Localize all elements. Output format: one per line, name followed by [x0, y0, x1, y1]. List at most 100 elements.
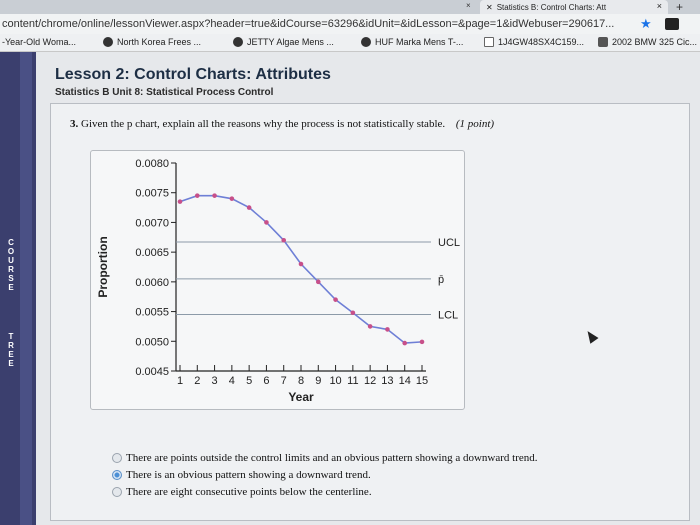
bookmarks-bar: -Year-Old Woma... North Korea Frees ... … — [0, 34, 700, 52]
jetty-icon — [233, 37, 243, 47]
answer-option[interactable]: There are points outside the control lim… — [112, 449, 538, 466]
data-point — [419, 339, 425, 345]
series-line — [179, 194, 423, 344]
y-tick-label: 0.0065 — [135, 247, 169, 259]
bookmark-star-icon[interactable]: ★ — [640, 16, 652, 31]
page-title: Lesson 2: Control Charts: Attributes — [55, 66, 331, 83]
sidebar-course-label[interactable]: C O U R S E T R E E — [4, 238, 18, 368]
sidebar-letter: R — [8, 265, 14, 274]
question-text: 3. Given the p chart, explain all the re… — [70, 118, 494, 130]
e-icon — [103, 37, 113, 47]
bookmark-item[interactable]: HUF Marka Mens T-... — [361, 37, 463, 47]
data-point — [402, 340, 408, 346]
radio-button[interactable] — [112, 469, 122, 480]
address-bar[interactable]: content/chrome/online/lessonViewer.aspx?… — [0, 14, 700, 34]
x-tick-label: 5 — [246, 375, 252, 387]
data-point — [246, 205, 252, 210]
extension-icon[interactable] — [665, 18, 679, 30]
x-tick-label: 11 — [347, 375, 358, 387]
x-tick-label: 14 — [399, 375, 411, 387]
data-point — [194, 193, 200, 198]
tab-title: Statistics B: Control Charts: Att — [496, 2, 607, 12]
data-point — [298, 261, 304, 267]
control-limit-label: UCL — [438, 237, 460, 249]
bookmark-item[interactable]: JETTY Algae Mens ... — [233, 37, 334, 47]
data-point — [229, 196, 235, 201]
x-tick-label: 1 — [177, 375, 183, 387]
bookmark-label: HUF Marka Mens T-... — [375, 37, 464, 47]
x-tick-label: 6 — [263, 375, 269, 387]
y-tick-label: 0.0060 — [135, 277, 169, 289]
lock-icon — [598, 37, 608, 47]
data-point — [212, 193, 217, 198]
x-tick-label: 7 — [281, 375, 287, 387]
y-tick-label: 0.0055 — [135, 307, 169, 319]
tab-favicon-icon: ✕ — [486, 2, 493, 12]
browser-tab[interactable]: ✕ Statistics B: Control Charts: Att × — [480, 0, 668, 14]
sidebar-letter: O — [7, 247, 15, 256]
x-tick-label: 12 — [364, 375, 376, 387]
doc-icon — [484, 37, 494, 47]
tab-close-icon[interactable]: × — [656, 1, 662, 11]
data-point — [315, 279, 321, 285]
answer-choices: There are points outside the control lim… — [112, 449, 538, 500]
bookmark-item[interactable]: -Year-Old Woma... — [2, 37, 76, 47]
y-axis-label: Proportion — [96, 236, 110, 297]
sidebar-letter: E — [8, 283, 14, 292]
answer-label: There are eight consecutive points below… — [126, 485, 372, 498]
question-number: 3. — [70, 118, 79, 130]
question-points: (1 point) — [455, 118, 495, 130]
data-point — [333, 297, 338, 302]
bookmark-item[interactable]: 2002 BMW 325 Cic... — [598, 37, 697, 47]
answer-option[interactable]: There is an obvious pattern showing a do… — [112, 466, 538, 483]
radio-button[interactable] — [112, 486, 122, 497]
bookmark-item[interactable]: 1J4GW48SX4C159... — [484, 37, 584, 47]
data-point — [367, 324, 373, 329]
x-tick-label: 2 — [194, 375, 200, 387]
sidebar-letter: C — [8, 238, 14, 247]
sidebar-letter: U — [8, 256, 14, 265]
x-tick-label: 4 — [229, 375, 235, 387]
tab-strip: × ✕ Statistics B: Control Charts: Att × … — [0, 0, 700, 14]
answer-label: There is an obvious pattern showing a do… — [126, 468, 371, 481]
bookmark-label: JETTY Algae Mens ... — [247, 37, 334, 47]
answer-option[interactable]: There are eight consecutive points below… — [112, 483, 538, 500]
control-limit-label: p̄ — [438, 274, 444, 286]
x-tick-label: 8 — [298, 375, 304, 387]
control-limit-label: LCL — [438, 310, 458, 322]
x-tick-label: 15 — [416, 375, 428, 387]
sidebar-letter: S — [8, 274, 14, 283]
bookmark-label: -Year-Old Woma... — [2, 37, 77, 47]
radio-button[interactable] — [112, 452, 122, 463]
huf-icon — [361, 37, 371, 47]
x-axis-label: Year — [288, 390, 314, 404]
p-chart: 0.0080 0.0075 0.0070 0.0065 0.0060 0.0055 0.00… — [96, 158, 460, 404]
x-tick-label: 13 — [381, 375, 393, 387]
question-prompt: Given the p chart, explain all the reaso… — [81, 118, 446, 130]
y-tick-label: 0.0070 — [135, 217, 169, 229]
x-tick-label: 9 — [315, 375, 321, 387]
x-tick-label: 3 — [212, 375, 218, 387]
sidebar-strip — [20, 52, 32, 525]
y-tick-label: 0.0045 — [135, 366, 169, 378]
data-point — [177, 199, 183, 204]
y-tick-label: 0.0080 — [135, 158, 169, 170]
new-tab-button[interactable]: + — [676, 0, 684, 14]
bookmark-label: 1J4GW48SX4C159... — [498, 37, 585, 47]
sidebar-letter: E — [8, 359, 14, 368]
page-subtitle: Statistics B Unit 8: Statistical Process… — [55, 87, 274, 98]
bookmark-label: North Korea Frees ... — [117, 37, 202, 47]
sidebar-letter: T — [8, 332, 14, 341]
data-point — [350, 310, 356, 316]
sidebar-letter: R — [8, 341, 14, 350]
answer-label: There are points outside the control lim… — [126, 451, 538, 464]
close-icon[interactable]: × — [466, 1, 471, 10]
y-tick-label: 0.0075 — [135, 188, 169, 200]
x-tick-label: 10 — [329, 375, 341, 387]
url-text[interactable]: content/chrome/online/lessonViewer.aspx?… — [2, 18, 615, 30]
bookmark-item[interactable]: North Korea Frees ... — [103, 37, 201, 47]
bookmark-label: 2002 BMW 325 Cic... — [612, 37, 698, 47]
data-point — [264, 220, 269, 225]
data-point — [385, 327, 390, 332]
sidebar-letter: E — [8, 350, 14, 359]
